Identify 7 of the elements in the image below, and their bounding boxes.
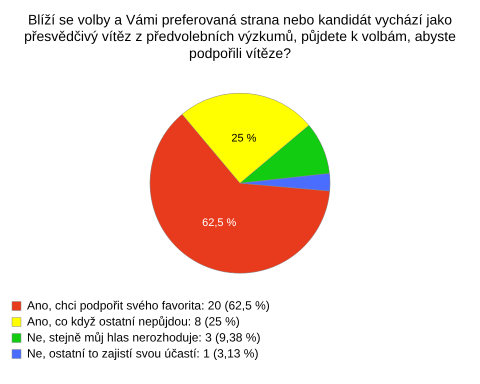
data-label: 25 % <box>231 132 257 144</box>
chart-title: Blíží se volby a Vámi preferovaná strana nebo kandidát vychází jako přesvědčivý vítěz z předvolebních výzkumů, půjdete k volbám, abyste podpořili vítěze? <box>24 11 456 61</box>
legend-label: Ne, stejně můj hlas nerozhoduje: 3 (9,38 %) <box>27 330 260 344</box>
legend-label: Ano, chci podpořit svého favorita: 20 (62,5 %) <box>27 298 270 312</box>
legend-label: Ne, ostatní to zajistí svou účastí: 1 (3,13 %) <box>27 346 258 360</box>
data-label: 62,5 % <box>202 217 237 230</box>
legend-label: Ano, co když ostatní nepůjdou: 8 (25 %) <box>27 314 240 328</box>
